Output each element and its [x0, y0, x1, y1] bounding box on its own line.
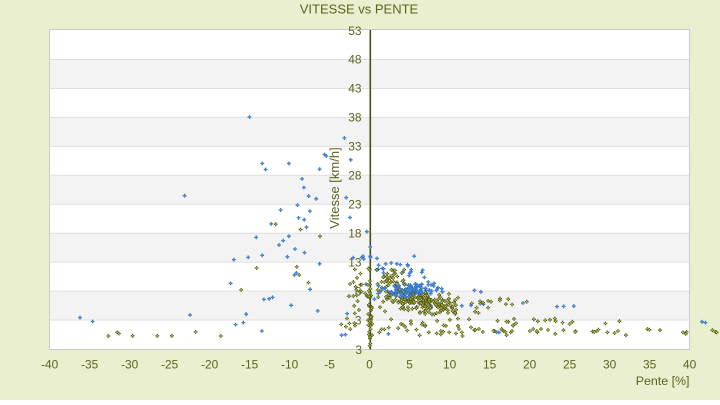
svg-text:23: 23	[348, 197, 362, 211]
svg-text:VITESSE vs PENTE: VITESSE vs PENTE	[300, 2, 419, 17]
svg-text:13: 13	[348, 255, 362, 269]
svg-text:15: 15	[483, 358, 497, 372]
svg-text:40: 40	[683, 358, 697, 372]
svg-text:-10: -10	[281, 358, 299, 372]
svg-text:43: 43	[348, 82, 362, 96]
svg-text:-25: -25	[161, 358, 179, 372]
svg-text:-35: -35	[81, 358, 99, 372]
svg-text:28: 28	[348, 169, 362, 183]
svg-text:-15: -15	[241, 358, 259, 372]
svg-text:-5: -5	[324, 358, 335, 372]
svg-text:33: 33	[348, 140, 362, 154]
svg-text:3: 3	[355, 313, 362, 327]
svg-text:Vitesse [km/h]: Vitesse [km/h]	[327, 147, 342, 228]
svg-text:53: 53	[348, 24, 362, 38]
svg-text:-40: -40	[41, 358, 59, 372]
svg-text:-20: -20	[201, 358, 219, 372]
svg-text:Pente [%]: Pente [%]	[636, 374, 690, 388]
svg-text:48: 48	[348, 53, 362, 67]
svg-text:20: 20	[523, 358, 537, 372]
svg-text:3: 3	[355, 343, 362, 357]
svg-text:0: 0	[366, 358, 373, 372]
svg-text:38: 38	[348, 111, 362, 125]
svg-text:30: 30	[603, 358, 617, 372]
svg-text:18: 18	[348, 226, 362, 240]
svg-text:-30: -30	[121, 358, 139, 372]
svg-text:10: 10	[443, 358, 457, 372]
svg-text:25: 25	[563, 358, 577, 372]
svg-text:35: 35	[643, 358, 657, 372]
svg-text:5: 5	[406, 358, 413, 372]
